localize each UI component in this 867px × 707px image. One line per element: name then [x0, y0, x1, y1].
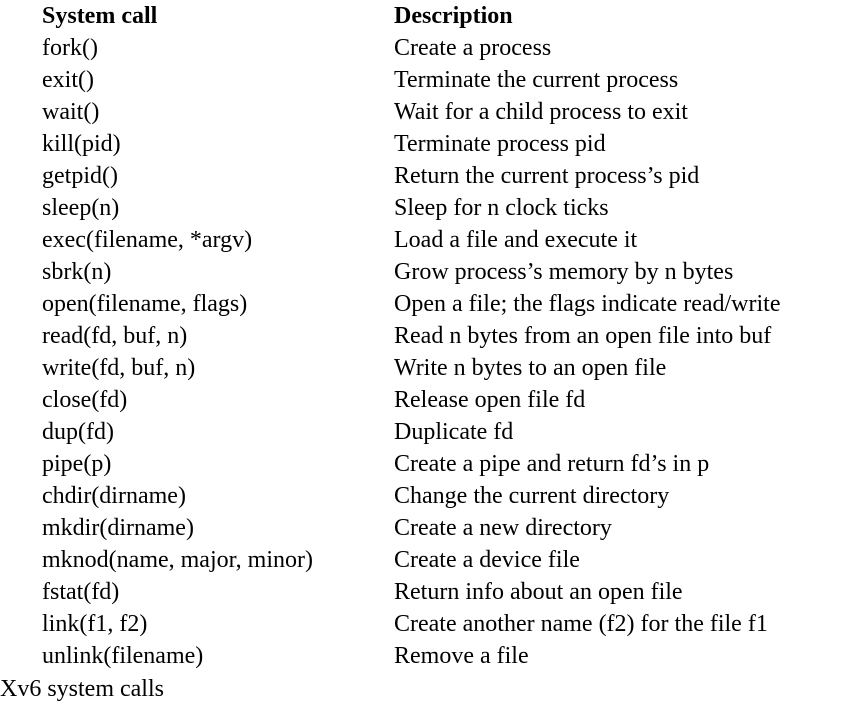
table-row: fstat(fd) Return info about an open file	[0, 576, 867, 608]
system-call-cell: unlink(filename)	[42, 643, 204, 669]
system-call-cell: fstat(fd)	[42, 579, 120, 605]
table-row: close(fd) Release open file fd	[0, 384, 867, 416]
table-row: mkdir(dirname) Create a new directory	[0, 512, 867, 544]
table-row: read(fd, buf, n) Read n bytes from an op…	[0, 320, 867, 352]
description-cell: Release open file fd	[394, 387, 586, 413]
system-call-cell: link(f1, f2)	[42, 611, 148, 637]
description-cell: Terminate process pid	[394, 131, 606, 157]
description-cell: Sleep for n clock ticks	[394, 195, 609, 221]
system-call-cell: mkdir(dirname)	[42, 515, 194, 541]
table-row: sbrk(n) Grow process’s memory by n bytes	[0, 256, 867, 288]
description-cell: Return info about an open file	[394, 579, 683, 605]
table-row: exit() Terminate the current process	[0, 64, 867, 96]
table-row: unlink(filename) Remove a file	[0, 640, 867, 672]
table-row: mknod(name, major, minor) Create a devic…	[0, 544, 867, 576]
table-row: pipe(p) Create a pipe and return fd’s in…	[0, 448, 867, 480]
description-cell: Open a file; the flags indicate read/wri…	[394, 291, 781, 317]
system-call-cell: exec(filename, *argv)	[42, 227, 253, 253]
system-call-cell: dup(fd)	[42, 419, 114, 445]
description-cell: Create another name (f2) for the file f1	[394, 611, 768, 637]
header-row: System call Description	[0, 0, 867, 32]
table-row: link(f1, f2) Create another name (f2) fo…	[0, 608, 867, 640]
table-row: sleep(n) Sleep for n clock ticks	[0, 192, 867, 224]
description-cell: Wait for a child process to exit	[394, 99, 688, 125]
system-call-cell: sleep(n)	[42, 195, 120, 221]
description-cell: Change the current directory	[394, 483, 670, 509]
description-cell: Read n bytes from an open file into buf	[394, 323, 772, 349]
description-cell: Duplicate fd	[394, 419, 514, 445]
description-cell: Create a device file	[394, 547, 580, 573]
table-body: fork() Create a process exit() Terminate…	[0, 32, 867, 672]
table-row: exec(filename, *argv) Load a file and ex…	[0, 224, 867, 256]
description-cell: Create a pipe and return fd’s in p	[394, 451, 710, 477]
table-row: getpid() Return the current process’s pi…	[0, 160, 867, 192]
system-call-cell: write(fd, buf, n)	[42, 355, 196, 381]
description-cell: Remove a file	[394, 643, 529, 669]
system-calls-table: System call Description fork() Create a …	[0, 0, 867, 672]
system-call-cell: read(fd, buf, n)	[42, 323, 188, 349]
system-call-cell: getpid()	[42, 163, 118, 189]
table-row: dup(fd) Duplicate fd	[0, 416, 867, 448]
header-description: Description	[394, 3, 513, 29]
header-system-call: System call	[42, 3, 158, 29]
table-header: System call Description	[0, 0, 867, 32]
table-row: fork() Create a process	[0, 32, 867, 64]
system-call-cell: mknod(name, major, minor)	[42, 547, 313, 573]
description-cell: Grow process’s memory by n bytes	[394, 259, 734, 285]
system-call-cell: close(fd)	[42, 387, 128, 413]
description-cell: Create a process	[394, 35, 552, 61]
system-call-cell: sbrk(n)	[42, 259, 112, 285]
description-cell: Load a file and execute it	[394, 227, 638, 253]
table-row: write(fd, buf, n) Write n bytes to an op…	[0, 352, 867, 384]
system-call-cell: pipe(p)	[42, 451, 112, 477]
system-call-cell: exit()	[42, 67, 94, 93]
description-cell: Write n bytes to an open file	[394, 355, 667, 381]
system-call-cell: fork()	[42, 35, 98, 61]
system-call-cell: wait()	[42, 99, 100, 125]
table-row: wait() Wait for a child process to exit	[0, 96, 867, 128]
table-row: kill(pid) Terminate process pid	[0, 128, 867, 160]
table-row: chdir(dirname) Change the current direct…	[0, 480, 867, 512]
description-cell: Return the current process’s pid	[394, 163, 700, 189]
table-caption: Xv6 system calls	[0, 676, 164, 702]
description-cell: Terminate the current process	[394, 67, 679, 93]
table-row: open(filename, flags) Open a file; the f…	[0, 288, 867, 320]
system-call-cell: chdir(dirname)	[42, 483, 186, 509]
description-cell: Create a new directory	[394, 515, 612, 541]
system-call-cell: kill(pid)	[42, 131, 121, 157]
system-call-cell: open(filename, flags)	[42, 291, 248, 317]
